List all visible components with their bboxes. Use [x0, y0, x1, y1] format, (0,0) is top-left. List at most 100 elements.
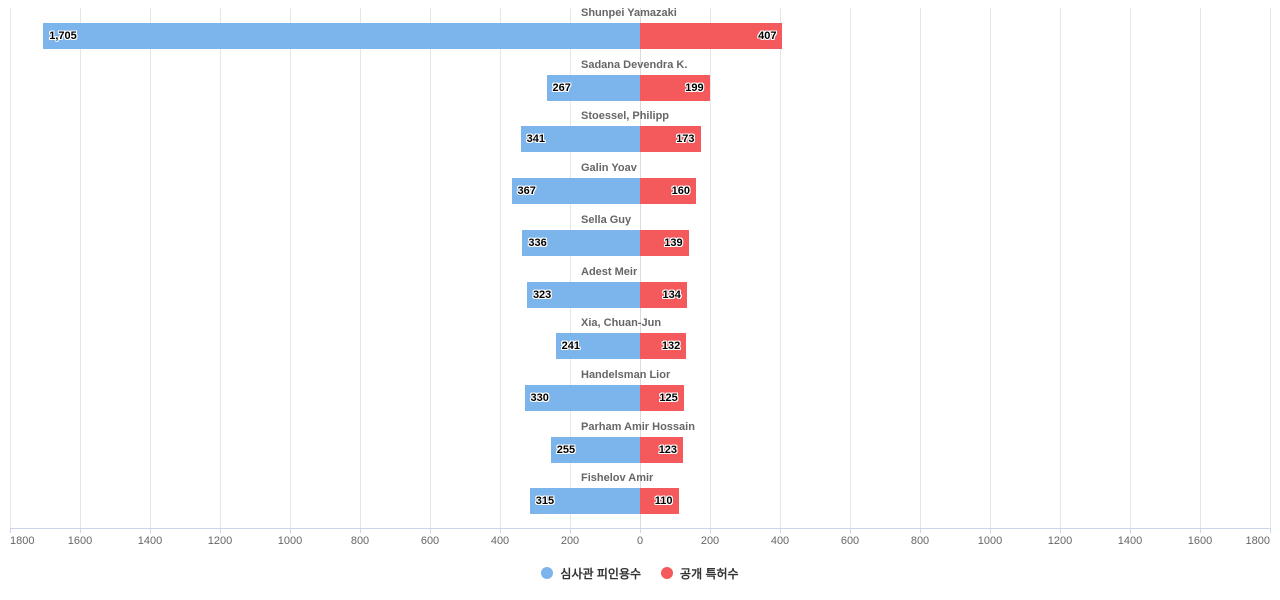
bar-value-label: 341	[526, 133, 545, 146]
gridline	[290, 8, 291, 528]
axis-tick-mark	[780, 528, 781, 533]
examiner-citations-series-swatch-icon	[541, 567, 554, 579]
bar-value-label: 407	[758, 30, 777, 42]
bar-published-patents: 134	[640, 281, 687, 308]
bar-value-label: 255	[556, 443, 576, 456]
bar-examiner-citations: 315	[529, 488, 640, 515]
bar-examiner-citations: 330	[524, 385, 640, 412]
bar-value-label: 315	[535, 495, 555, 508]
axis-tick-label: 0	[636, 535, 644, 547]
bar-value-label: 330	[530, 392, 549, 405]
gridline	[1130, 8, 1131, 528]
bar-published-patents: 173	[640, 126, 701, 153]
gridline	[990, 8, 991, 528]
axis-tick-label: 1800	[10, 535, 35, 547]
gridline	[710, 8, 711, 528]
gridline	[1060, 8, 1061, 528]
axis-tick-mark	[920, 528, 921, 533]
published-patents-series-swatch-icon	[661, 567, 674, 579]
bar-value-label: 173	[676, 133, 695, 146]
bar-value-label: 241	[561, 340, 580, 353]
bar-value-label: 267	[552, 81, 571, 94]
axis-tick-mark	[430, 528, 431, 533]
axis-tick-label: 400	[490, 535, 510, 547]
axis-tick-label: 200	[700, 535, 720, 547]
bar-value-label: 123	[658, 443, 678, 456]
axis-tick-label: 1000	[977, 535, 1003, 547]
bar-examiner-citations: 323	[526, 281, 640, 308]
legend-item-published-patents[interactable]: 공개 특허수	[661, 565, 739, 582]
axis-tick-mark	[220, 528, 221, 533]
axis-tick-label: 800	[910, 535, 930, 547]
axis-tick-label: 1200	[1047, 535, 1073, 547]
axis-tick-label: 1400	[137, 535, 163, 547]
legend-item-label: 심사관 피인용수	[560, 566, 642, 581]
legend-item-examiner-citations[interactable]: 심사관 피인용수	[541, 565, 641, 582]
bar-examiner-citations: 267	[546, 74, 640, 101]
gridline	[430, 8, 431, 528]
category-label: Adest Meir	[581, 265, 638, 278]
axis-tick-label: 1400	[1117, 535, 1143, 547]
axis-tick-mark	[570, 528, 571, 533]
axis-tick-label: 1600	[67, 535, 93, 547]
bar-value-label: 110	[654, 495, 673, 508]
gridline	[570, 8, 571, 528]
axis-tick-label: 200	[560, 535, 580, 547]
axis-tick-mark	[990, 528, 991, 533]
gridline	[780, 8, 781, 528]
axis-tick-label: 400	[770, 535, 790, 547]
category-label: Fishelov Amir	[581, 472, 654, 485]
bar-examiner-citations: 367	[511, 178, 640, 205]
category-label: Xia, Chuan-Jun	[581, 317, 662, 330]
gridline	[500, 8, 501, 528]
bar-examiner-citations: 1,705	[43, 23, 640, 49]
axis-tick-mark	[360, 528, 361, 533]
gridline	[150, 8, 151, 528]
category-label: Shunpei Yamazaki	[581, 7, 677, 19]
category-label: Galin Yoav	[581, 162, 637, 175]
gridline	[80, 8, 81, 528]
bar-published-patents: 132	[640, 333, 687, 360]
bar-published-patents: 199	[640, 74, 710, 101]
bar-value-label: 323	[532, 288, 552, 301]
bar-value-label: 160	[671, 185, 690, 198]
bar-value-label: 125	[659, 392, 678, 405]
axis-tick-mark	[1060, 528, 1061, 533]
category-label: Handelsman Lior	[581, 369, 671, 382]
bar-value-label: 367	[517, 185, 536, 198]
bar-value-label: 336	[528, 236, 547, 249]
bar-value-label: 139	[664, 236, 683, 249]
bar-value-label: 134	[662, 288, 681, 301]
bar-published-patents: 139	[640, 229, 689, 256]
bar-published-patents: 407	[640, 23, 783, 49]
axis-tick-label: 600	[420, 535, 440, 547]
legend-item-label: 공개 특허수	[680, 566, 739, 581]
bar-examiner-citations: 336	[522, 229, 640, 256]
bar-published-patents: 125	[640, 385, 684, 412]
gridline	[220, 8, 221, 528]
gridline	[1270, 8, 1271, 528]
category-label: Sadana Devendra K.	[581, 58, 688, 71]
axis-tick-mark	[500, 528, 501, 533]
axis-tick-label: 800	[350, 535, 370, 547]
category-label: Stoessel, Philipp	[581, 110, 670, 123]
axis-tick-mark	[10, 528, 11, 533]
bar-value-label: 132	[661, 340, 681, 353]
chart-legend: 심사관 피인용수 공개 특허수	[0, 563, 1280, 583]
center-gridline	[640, 8, 641, 528]
axis-tick-label: 1000	[277, 535, 303, 547]
bar-published-patents: 110	[640, 488, 679, 515]
axis-tick-mark	[710, 528, 711, 533]
gridline	[1200, 8, 1201, 528]
axis-tick-mark	[290, 528, 291, 533]
bar-examiner-citations: 241	[555, 333, 640, 360]
axis-tick-mark	[850, 528, 851, 533]
bar-examiner-citations: 341	[520, 126, 640, 153]
axis-tick-mark	[640, 528, 641, 533]
axis-tick-label: 1600	[1187, 535, 1213, 547]
gridline	[850, 8, 851, 528]
bar-value-label: 199	[685, 81, 704, 94]
axis-tick-mark	[1200, 528, 1201, 533]
category-label: Parham Amir Hossain	[581, 420, 695, 433]
